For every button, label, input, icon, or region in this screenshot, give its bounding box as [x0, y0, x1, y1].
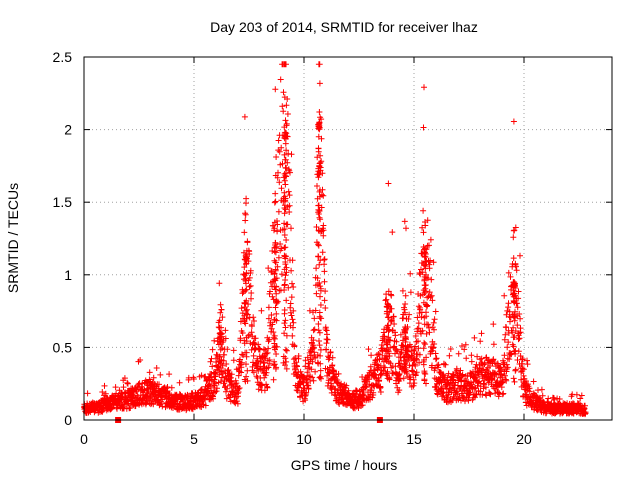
y-tick-label: 1	[64, 267, 72, 283]
y-tick-label: 2.5	[53, 49, 73, 65]
x-tick-label: 5	[190, 431, 198, 447]
x-tick-label: 20	[516, 431, 532, 447]
axis-ticks	[83, 56, 612, 421]
peak-point	[242, 252, 249, 259]
peak-point	[422, 245, 428, 252]
y-tick-label: 2	[64, 122, 72, 138]
chart-title: Day 203 of 2014, SRMTID for receiver lha…	[210, 19, 478, 35]
y-tick-label: 0.5	[53, 339, 73, 355]
peak-point	[272, 239, 279, 246]
y-axis-label: SRMTID / TECUs	[5, 183, 21, 293]
peak-point	[316, 119, 323, 126]
peak-point	[282, 129, 289, 136]
y-tick-label: 1.5	[53, 194, 73, 210]
x-tick-label: 15	[406, 431, 422, 447]
peak-point	[217, 329, 224, 336]
grid-lines	[84, 57, 612, 420]
data-series-srmtid	[81, 61, 589, 423]
tick-labels: 0 5 10 15 20 0 0.5 1 1.5 2 2.5	[53, 49, 532, 447]
data-point-markers	[81, 61, 589, 418]
plot-frame	[83, 56, 613, 421]
x-axis-label: GPS time / hours	[291, 457, 398, 473]
y-tick-label: 0	[64, 412, 72, 428]
peak-point	[384, 300, 391, 307]
x-tick-label: 0	[80, 431, 88, 447]
peak-point	[402, 324, 409, 331]
peak-point	[511, 279, 518, 286]
x-tick-label: 10	[296, 431, 312, 447]
